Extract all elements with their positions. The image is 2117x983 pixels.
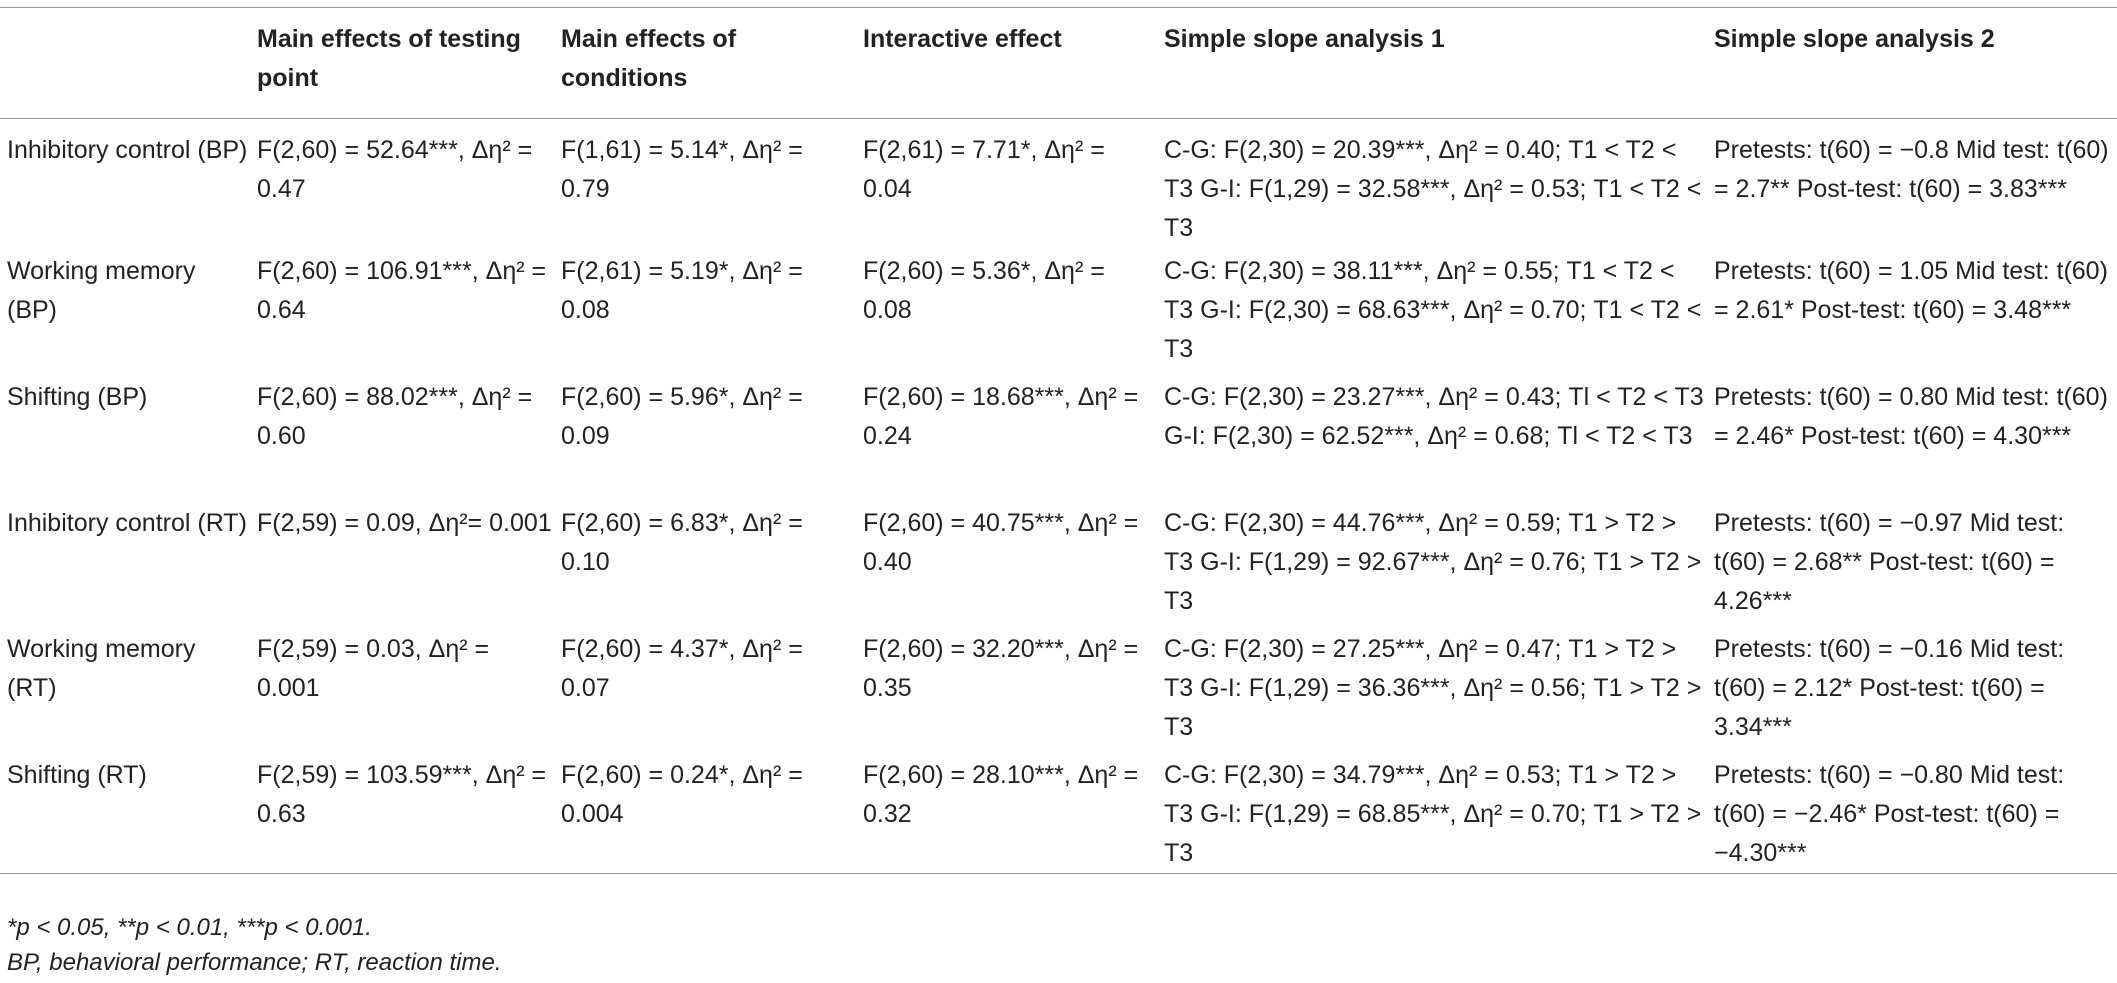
table-row: Working memory (BP) F(2,60) = 106.91***, … xyxy=(0,248,2117,374)
row-label: Working memory (RT) xyxy=(7,635,196,702)
table-cell: F(2,60) = 28.10***, Δη² = 0.32 xyxy=(863,761,1139,828)
table-row: Shifting (RT) F(2,59) = 103.59***, Δη² = … xyxy=(0,752,2117,874)
table-cell: F(2,60) = 32.20***, Δη² = 0.35 xyxy=(863,635,1139,702)
table-cell: F(2,59) = 0.03, Δη² = 0.001 xyxy=(257,635,490,702)
table-cell: F(2,60) = 4.37*, Δη² = 0.07 xyxy=(561,635,803,702)
table-cell: C-G: F(2,30) = 38.11***, Δη² = 0.55; T1 … xyxy=(1164,257,1702,363)
table-cell: Pretests: t(60) = 1.05 Mid test: t(60) =… xyxy=(1714,257,2108,324)
footnote: *p < 0.05, **p < 0.01, ***p < 0.001. xyxy=(7,914,372,941)
header-cell xyxy=(0,8,250,119)
table-row: Working memory (RT) F(2,59) = 0.03, Δη² =… xyxy=(0,626,2117,752)
table-cell: C-G: F(2,30) = 44.76***, Δη² = 0.59; T1 … xyxy=(1164,509,1702,615)
row-label: Working memory (BP) xyxy=(7,257,196,324)
table-cell: Pretests: t(60) = −0.8 Mid test: t(60) =… xyxy=(1714,136,2109,203)
table-cell: Pretests: t(60) = 0.80 Mid test: t(60) =… xyxy=(1714,383,2108,450)
row-label: Inhibitory control (RT) xyxy=(7,509,247,537)
table-cell: F(2,59) = 0.09, Δη²= 0.001 xyxy=(257,509,552,537)
footnotes: *p < 0.05, **p < 0.01, ***p < 0.001. BP, … xyxy=(7,910,501,980)
header-cell: Simple slope analysis 2 xyxy=(1714,25,1995,53)
header-cell: Simple slope analysis 1 xyxy=(1164,25,1445,53)
table-cell: C-G: F(2,30) = 27.25***, Δη² = 0.47; T1 … xyxy=(1164,635,1702,741)
table-row: Shifting (BP) F(2,60) = 88.02***, Δη² = 0… xyxy=(0,374,2117,500)
results-table: Main effects of testing point Main effect… xyxy=(0,7,2117,874)
table-cell: Pretests: t(60) = −0.80 Mid test: t(60) … xyxy=(1714,761,2065,867)
table-cell: C-G: F(2,30) = 34.79***, Δη² = 0.53; T1 … xyxy=(1164,761,1702,867)
table-cell: C-G: F(2,30) = 20.39***, Δη² = 0.40; T1 … xyxy=(1164,136,1702,242)
table-cell: F(1,61) = 5.14*, Δη² = 0.79 xyxy=(561,136,803,203)
table-cell: F(2,60) = 40.75***, Δη² = 0.40 xyxy=(863,509,1139,576)
table-cell: F(2,60) = 5.96*, Δη² = 0.09 xyxy=(561,383,803,450)
table-cell: F(2,61) = 5.19*, Δη² = 0.08 xyxy=(561,257,803,324)
table-row: Inhibitory control (BP) F(2,60) = 52.64**… xyxy=(0,119,2117,249)
table-cell: F(2,60) = 52.64***, Δη² = 0.47 xyxy=(257,136,533,203)
table-cell: F(2,60) = 88.02***, Δη² = 0.60 xyxy=(257,383,533,450)
table-row: Inhibitory control (RT) F(2,59) = 0.09, Δ… xyxy=(0,500,2117,626)
header-cell: Interactive effect xyxy=(863,25,1062,53)
row-label: Shifting (RT) xyxy=(7,761,147,789)
table-cell: F(2,61) = 7.71*, Δη² = 0.04 xyxy=(863,136,1105,203)
table-cell: F(2,60) = 0.24*, Δη² = 0.004 xyxy=(561,761,803,828)
row-label: Shifting (BP) xyxy=(7,383,148,411)
header-cell: Main effects of conditions xyxy=(561,25,737,92)
table-cell: F(2,60) = 6.83*, Δη² = 0.10 xyxy=(561,509,803,576)
table-cell: F(2,60) = 5.36*, Δη² = 0.08 xyxy=(863,257,1105,324)
table-cell: Pretests: t(60) = −0.16 Mid test: t(60) … xyxy=(1714,635,2065,741)
table-cell: Pretests: t(60) = −0.97 Mid test: t(60) … xyxy=(1714,509,2065,615)
table-cell: C-G: F(2,30) = 23.27***, Δη² = 0.43; Tl … xyxy=(1164,383,1704,450)
table-cell: F(2,60) = 18.68***, Δη² = 0.24 xyxy=(863,383,1139,450)
row-label: Inhibitory control (BP) xyxy=(7,136,248,164)
table-cell: F(2,59) = 103.59***, Δη² = 0.63 xyxy=(257,761,547,828)
header-row: Main effects of testing point Main effect… xyxy=(0,7,2117,119)
table-cell: F(2,60) = 106.91***, Δη² = 0.64 xyxy=(257,257,547,324)
header-cell: Main effects of testing point xyxy=(257,25,521,92)
footnote: BP, behavioral performance; RT, reaction… xyxy=(7,949,502,976)
